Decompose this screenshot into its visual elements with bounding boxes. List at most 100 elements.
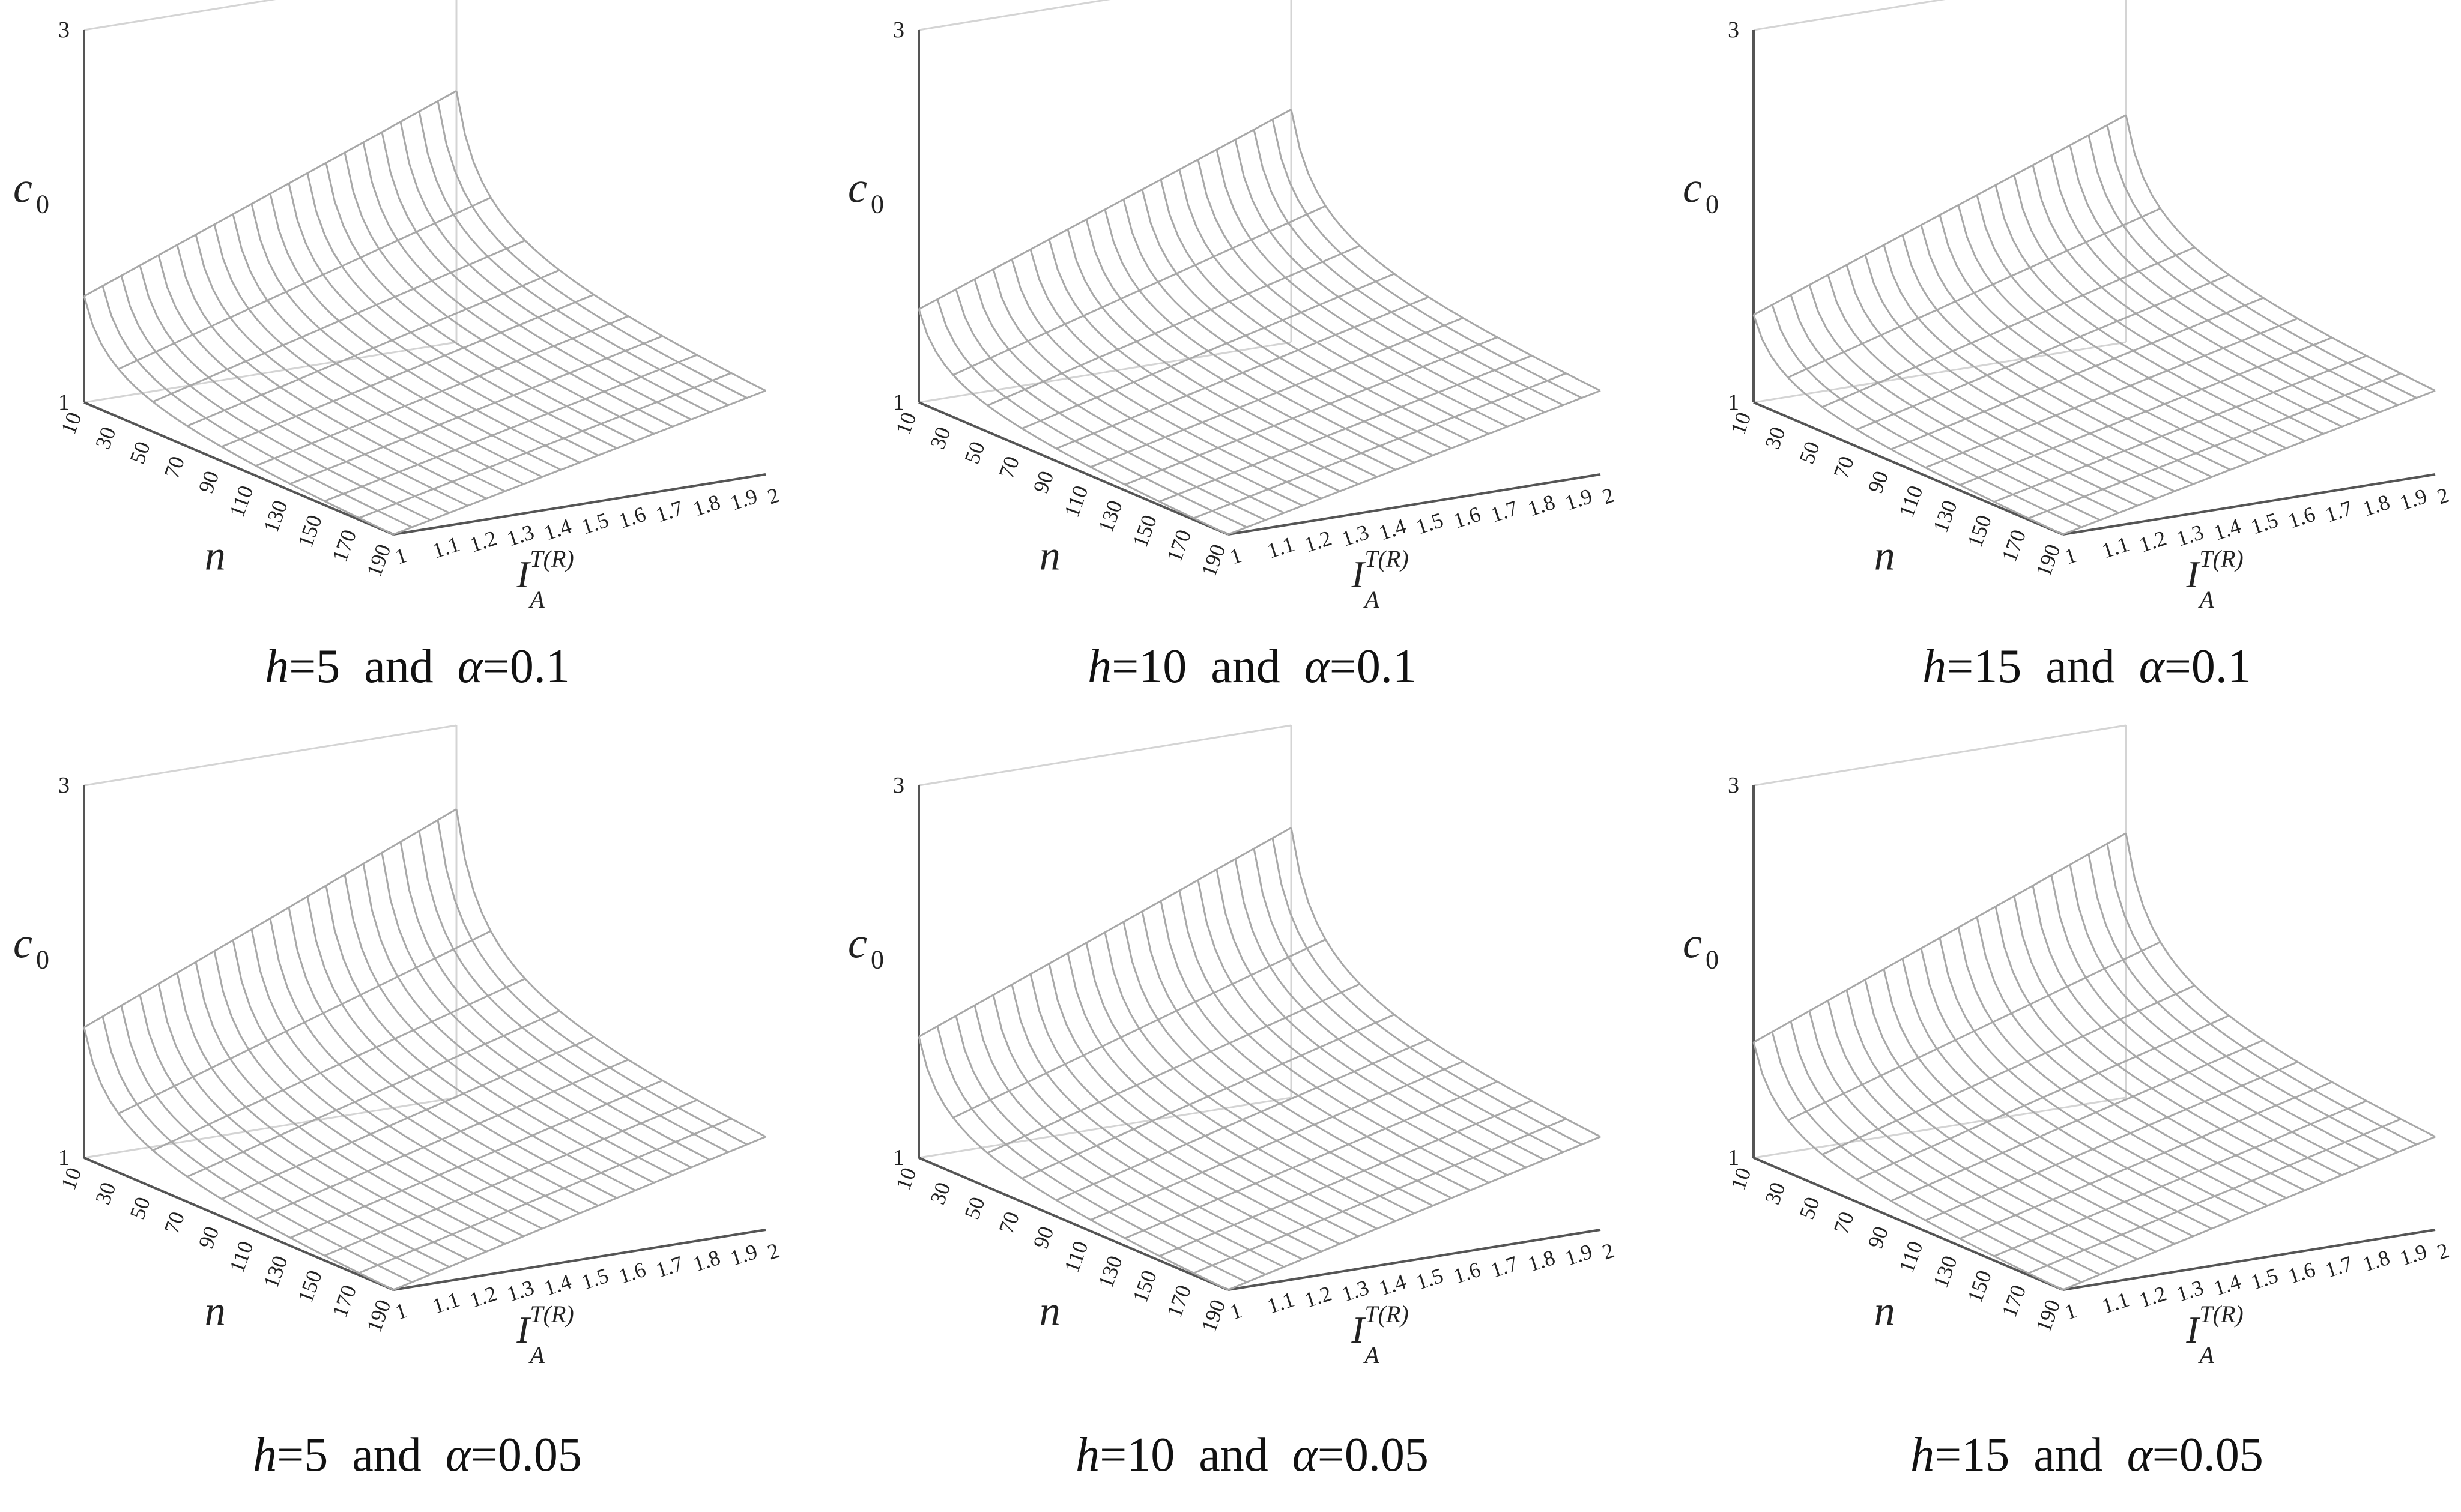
- z-axis-label-subscript: 0: [871, 190, 884, 219]
- surface-line-i: [232, 940, 543, 1230]
- n-tick-label: 30: [1760, 1179, 1790, 1208]
- i-axis: [393, 1229, 766, 1291]
- i-tick-label: 1.6: [2285, 1257, 2318, 1289]
- surface-line-i: [306, 172, 617, 449]
- surface-line-i: [1253, 129, 1564, 406]
- surface-line-i: [120, 1005, 431, 1275]
- surface-line-i: [1808, 1011, 2119, 1268]
- n-tick-label: 170: [1997, 1282, 2030, 1320]
- surface-line-i: [1122, 921, 1433, 1207]
- surface-line-i: [250, 204, 562, 471]
- surface-line-i: [157, 983, 468, 1260]
- surface-line-i: [399, 841, 710, 1161]
- surface-line-i: [418, 830, 729, 1153]
- floor-back-edge: [83, 341, 457, 404]
- i-axis-label-superscript: T(R): [2199, 1301, 2243, 1328]
- surface-line-i: [955, 289, 1266, 521]
- top-back-edge: [1753, 0, 1946, 31]
- i-tick-label: 1.5: [1413, 508, 1446, 539]
- surface-line-i: [1957, 205, 2268, 456]
- panel-h10-a005: 1 3 c 0 10 30 50 70 90 110 130 150 170 190 n 1 1.1 1.2 1.3…: [835, 724, 1669, 1511]
- surface-line-i: [1197, 880, 1508, 1176]
- surface-line-i: [1864, 255, 2175, 492]
- i-tick-label: 1.5: [1413, 1263, 1446, 1295]
- n-tick-label: 130: [1094, 1253, 1127, 1291]
- z-tick-label: 1: [1728, 390, 1739, 415]
- surface-line-i: [139, 265, 450, 514]
- n-axis-label: n: [1040, 1288, 1061, 1334]
- surface-line-i: [2087, 135, 2399, 406]
- i-axis-label-superscript: T(R): [530, 1301, 574, 1328]
- surface-line-i: [1029, 249, 1340, 492]
- n-axis-label: n: [205, 1288, 226, 1334]
- i-tick-label: 1: [2062, 1298, 2079, 1325]
- surface-line-i: [139, 994, 450, 1268]
- surface-line-i: [1994, 906, 2305, 1191]
- surface-line-i: [1104, 209, 1415, 464]
- n-tick-label: 110: [225, 482, 258, 520]
- surface-line-i: [1160, 900, 1471, 1191]
- n-tick-label: 90: [194, 468, 224, 497]
- n-tick-label: 150: [1128, 1267, 1161, 1305]
- n-tick-label: 70: [994, 1208, 1024, 1237]
- n-tick-label: 90: [1863, 1223, 1893, 1252]
- i-axis-label-superscript: T(R): [2199, 545, 2243, 572]
- n-tick-label: 50: [960, 1194, 990, 1223]
- surface-line-i: [1067, 229, 1378, 478]
- i-tick-label: 1.4: [1376, 1269, 1409, 1301]
- surface-line-i: [1976, 916, 2287, 1199]
- n-tick-label: 70: [159, 1208, 189, 1237]
- surface-line-i: [2069, 145, 2380, 413]
- panel-h15-a005: 1 3 c 0 10 30 50 70 90 110 130 150 170 190 n 1 1.1 1.2 1.3…: [1669, 724, 2461, 1511]
- i-tick-label: 1.6: [616, 1257, 649, 1289]
- n-axis: [83, 401, 394, 536]
- i-tick-label: 2: [2434, 1238, 2451, 1265]
- caption: h=10 and α=0.05: [1076, 1429, 1429, 1481]
- surface-line-i: [2013, 175, 2324, 435]
- i-tick-label: 1.6: [1450, 502, 1483, 533]
- z-tick-label: 3: [893, 17, 904, 43]
- n-axis-label: n: [1874, 1288, 1895, 1334]
- surface-line-i: [1883, 244, 2194, 485]
- i-tick-label: 1.4: [541, 514, 574, 545]
- i-tick-label: 1.5: [2248, 1263, 2281, 1295]
- n-tick-label: 90: [194, 1223, 224, 1252]
- i-tick-label: 1.4: [2211, 514, 2244, 545]
- n-tick-label: 30: [925, 1179, 955, 1208]
- caption: h=15 and α=0.1: [1922, 640, 2251, 693]
- surface-line-i: [1253, 848, 1564, 1153]
- i-axis-label-subscript: A: [528, 1341, 545, 1368]
- i-axis-label-subscript: A: [1363, 586, 1379, 613]
- n-tick-label: 50: [1794, 1194, 1824, 1223]
- i-tick-label: 1.1: [2099, 1287, 2132, 1319]
- n-tick-label: 30: [91, 423, 121, 452]
- z-axis-label: c: [13, 919, 32, 967]
- n-tick-label: 190: [2031, 1296, 2065, 1335]
- z-tick-label: 3: [893, 773, 904, 798]
- surface-line-i: [936, 1026, 1247, 1283]
- i-axis-label-superscript: T(R): [530, 545, 574, 572]
- i-tick-label: 1.5: [578, 508, 611, 539]
- surface-line-i: [1178, 169, 1489, 435]
- surface-line-i: [1197, 159, 1508, 428]
- z-axis-label-subscript: 0: [1706, 190, 1719, 219]
- n-tick-label: 150: [1128, 512, 1161, 550]
- i-tick-label: 2: [1599, 1238, 1617, 1265]
- surface-line-i: [1808, 284, 2119, 514]
- surface-line-i: [176, 972, 487, 1253]
- surface-line-i: [2050, 154, 2361, 420]
- surface-line-i: [1215, 149, 1527, 420]
- surface-line-i: [1976, 195, 2287, 449]
- surface-line-i: [1901, 234, 2212, 478]
- surface-line-i: [362, 863, 673, 1176]
- surface-line-i: [1920, 225, 2231, 471]
- surface-line-i: [1845, 990, 2157, 1253]
- surface-line-i: [1883, 969, 2194, 1238]
- i-axis-label: I: [516, 1308, 531, 1351]
- surface-line-i: [250, 929, 562, 1222]
- surface-line-i: [1827, 1000, 2138, 1260]
- z-axis-label: c: [848, 919, 867, 967]
